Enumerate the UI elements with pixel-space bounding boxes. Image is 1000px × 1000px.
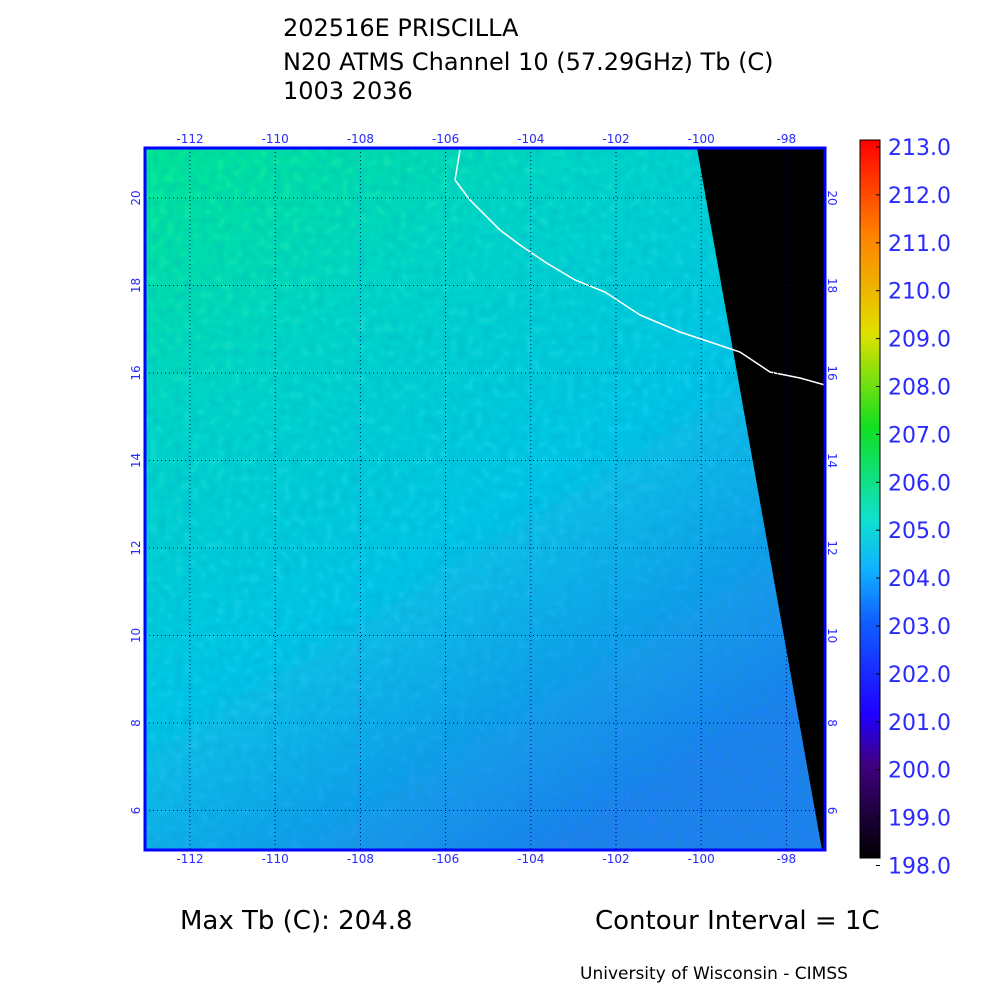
title-line: 202516E PRISCILLA	[283, 14, 519, 42]
lon-label: -100	[688, 132, 715, 146]
colorbar-label: 198.0	[888, 855, 951, 880]
brightness-field	[145, 148, 825, 850]
no-data-swath	[697, 148, 825, 850]
lat-label: 18	[129, 278, 143, 293]
lon-label: -106	[432, 132, 459, 146]
credit: University of Wisconsin - CIMSS	[580, 964, 848, 984]
lat-label: 14	[825, 453, 839, 468]
lat-label: 10	[825, 628, 839, 643]
colorbar-label: 204.0	[888, 567, 951, 592]
lon-label: -98	[777, 132, 797, 146]
colorbar-labels: 213.0 212.0 211.0 210.0 209.0 208.0 207.0 206.0…	[876, 136, 951, 880]
colorbar-label: 206.0	[888, 471, 951, 496]
graticule: -112 -112 -110 -110 -108 -108 -106 -106 -104 -104…	[129, 132, 839, 866]
lon-label: -102	[602, 132, 629, 146]
contour-interval: Contour Interval = 1C	[595, 906, 880, 936]
coastline	[454, 149, 826, 386]
colorbar-label: 208.0	[888, 376, 951, 401]
lon-label: -110	[262, 132, 289, 146]
lat-label: 16	[129, 365, 143, 380]
lat-label: 18	[825, 278, 839, 293]
colorbar-label: 199.0	[888, 807, 951, 832]
lon-label: -102	[602, 852, 629, 866]
map: -112 -112 -110 -110 -108 -108 -106 -106 -104 -104…	[129, 132, 839, 866]
lon-label: -98	[777, 852, 797, 866]
colorbar-label: 212.0	[888, 184, 951, 209]
colorbar-label: 211.0	[888, 232, 951, 257]
lat-label: 12	[825, 540, 839, 555]
colorbar-label: 200.0	[888, 759, 951, 784]
colorbar-label: 210.0	[888, 280, 951, 305]
lon-label: -106	[432, 852, 459, 866]
footer: Max Tb (C): 204.8 Contour Interval = 1C …	[180, 906, 880, 984]
colorbar-label: 201.0	[888, 711, 951, 736]
lat-label: 8	[825, 719, 839, 727]
lat-label: 14	[129, 453, 143, 468]
lon-label: -104	[517, 852, 544, 866]
colorbar-label: 202.0	[888, 663, 951, 688]
colorbar-label: 213.0	[888, 136, 951, 161]
colorbar-label: 207.0	[888, 423, 951, 448]
lon-label: -108	[347, 852, 374, 866]
lon-label: -108	[347, 132, 374, 146]
lon-label: -100	[688, 852, 715, 866]
colorbar-label: 205.0	[888, 519, 951, 544]
lon-label: -112	[176, 852, 203, 866]
title-line: N20 ATMS Channel 10 (57.29GHz) Tb (C)	[283, 48, 774, 76]
lat-label: 16	[825, 365, 839, 380]
lat-label: 8	[129, 719, 143, 727]
lat-label: 20	[129, 190, 143, 205]
lon-label: -110	[262, 852, 289, 866]
title-line: 1003 2036	[283, 77, 413, 105]
lat-label: 12	[129, 540, 143, 555]
colorbar-label: 209.0	[888, 328, 951, 353]
lat-label: 10	[129, 628, 143, 643]
lon-label: -112	[176, 132, 203, 146]
colorbar-label: 203.0	[888, 615, 951, 640]
lat-label: 6	[129, 807, 143, 815]
map-frame	[143, 146, 827, 852]
lat-label: 20	[825, 190, 839, 205]
colorbar: 213.0 212.0 211.0 210.0 209.0 208.0 207.0 206.0…	[859, 136, 951, 880]
title: 202516E PRISCILLA N20 ATMS Channel 10 (5…	[283, 14, 774, 105]
lat-label: 6	[825, 807, 839, 815]
max-tb: Max Tb (C): 204.8	[180, 906, 413, 936]
colorbar-ramp	[859, 139, 881, 859]
lon-label: -104	[517, 132, 544, 146]
